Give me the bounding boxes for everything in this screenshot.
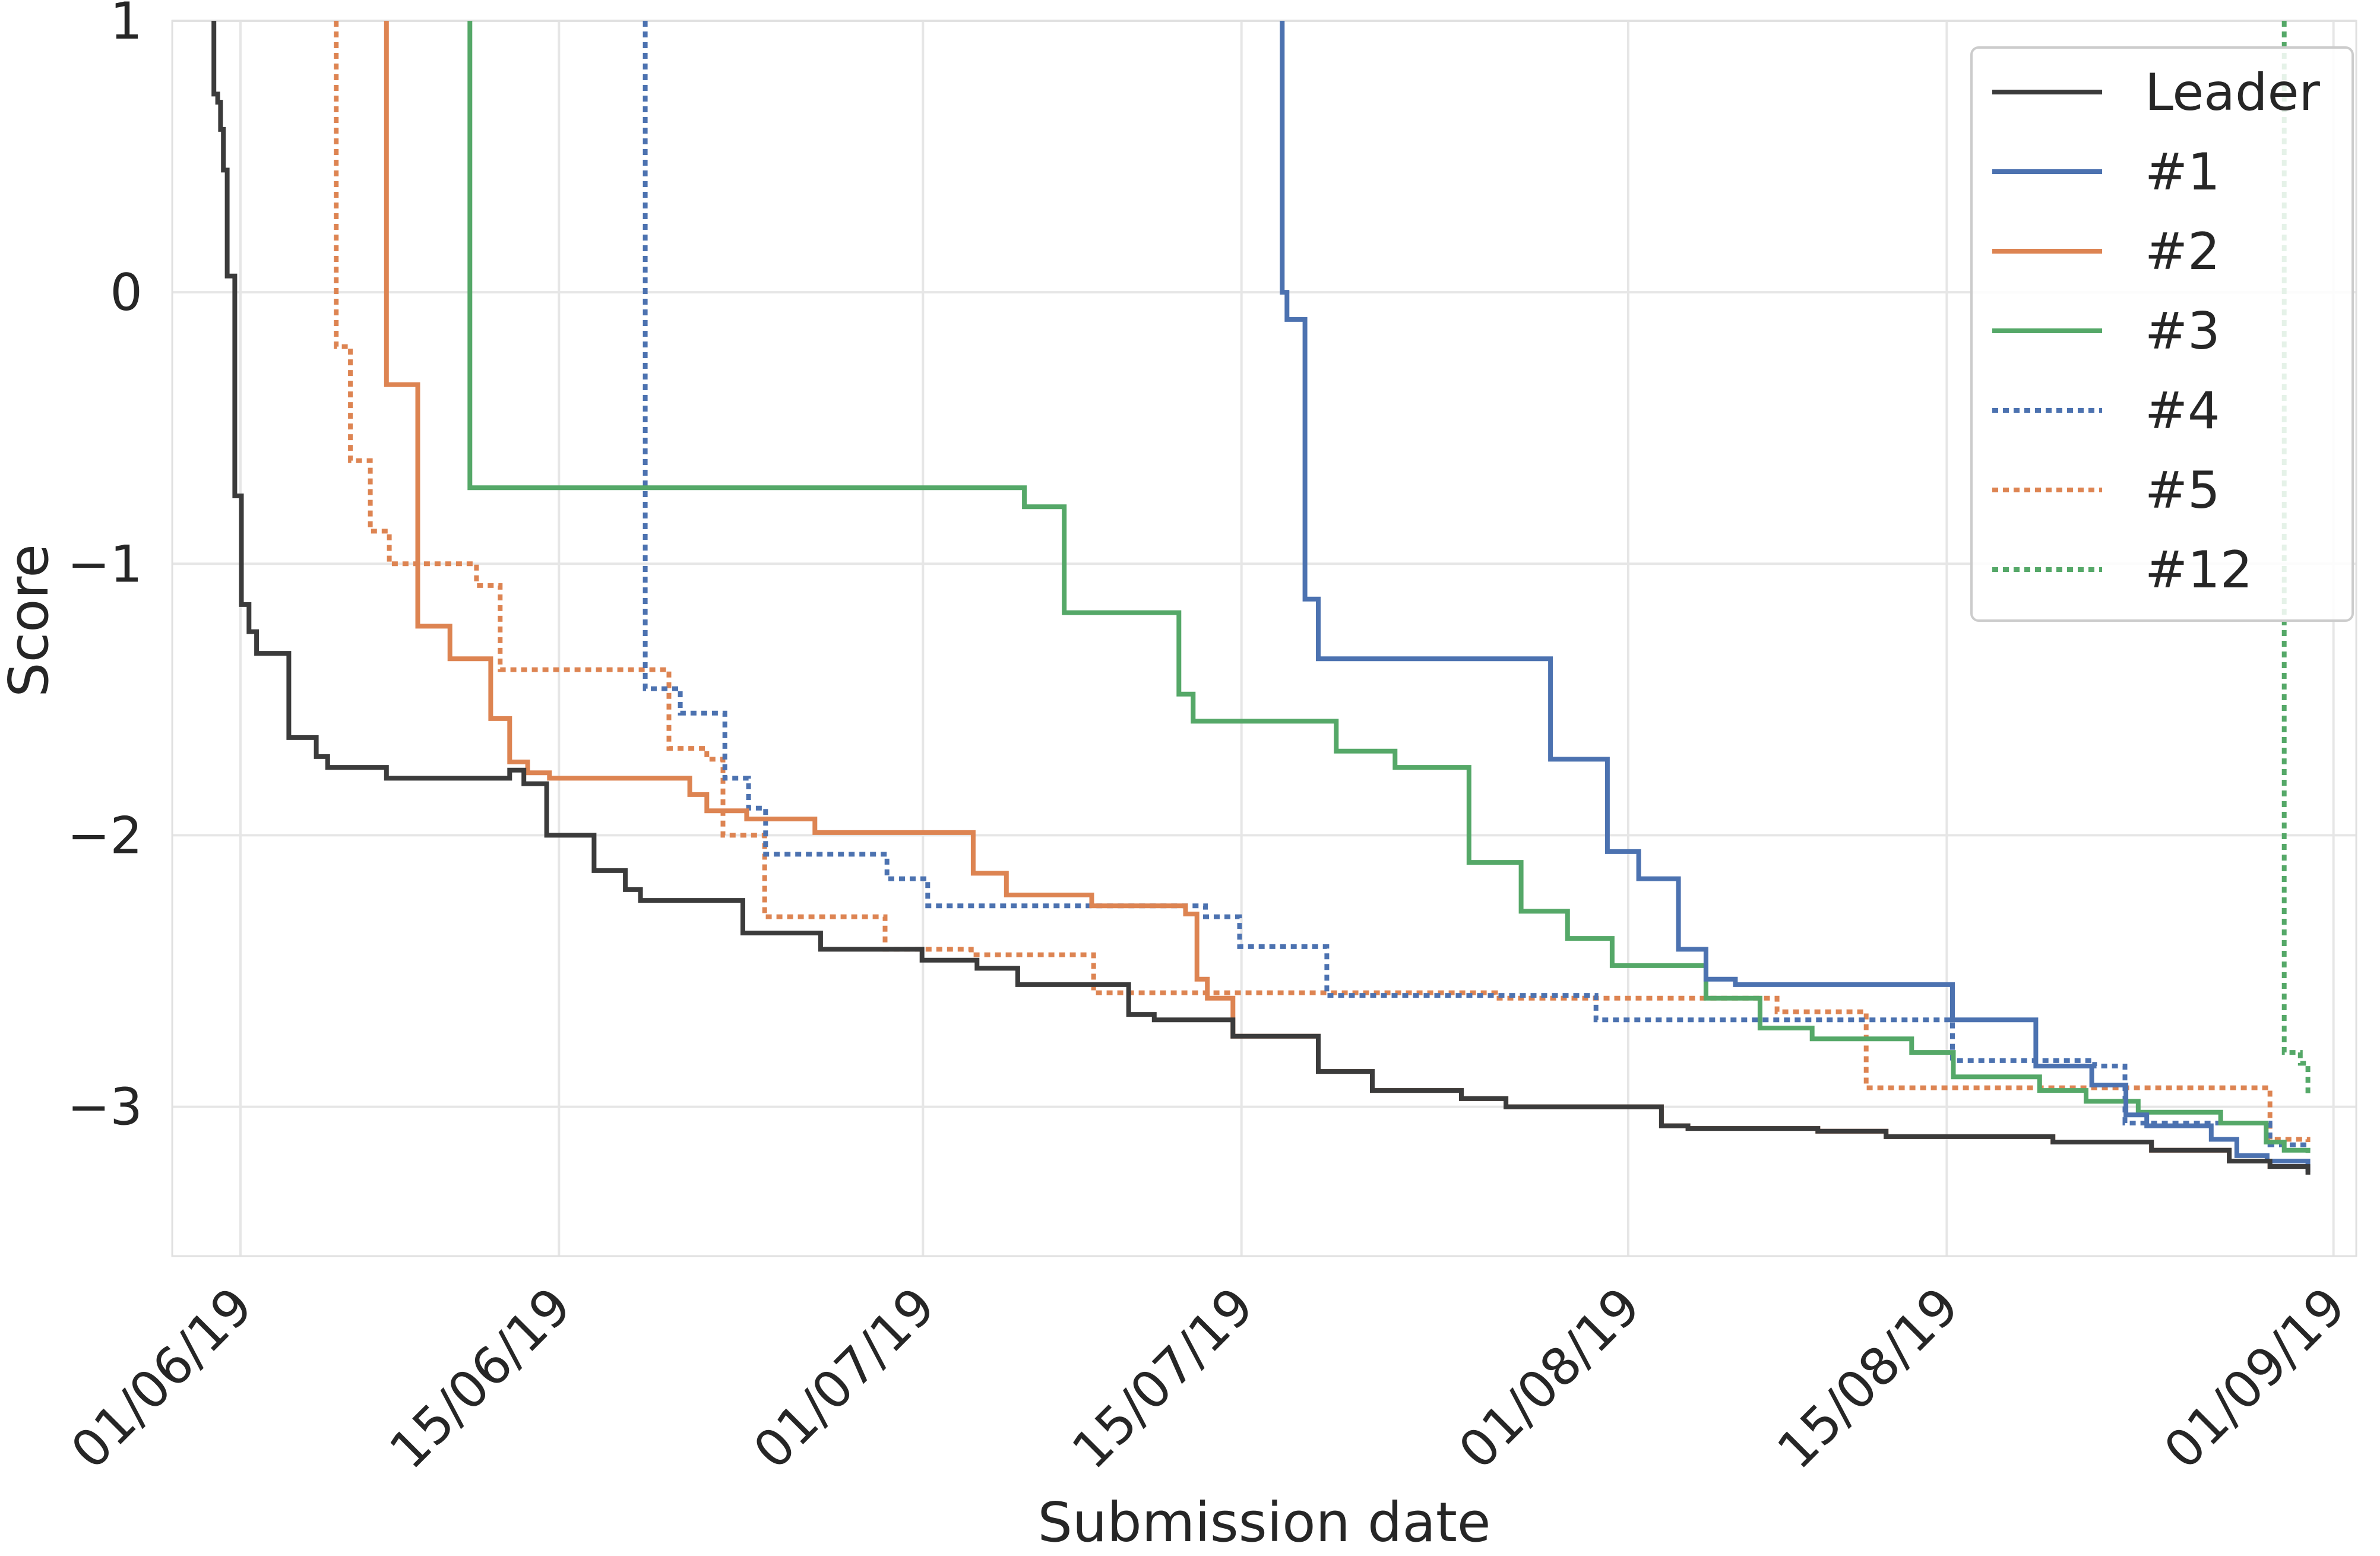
x-tick-label: 01/08/19 — [1448, 1276, 1652, 1481]
legend-label: #4 — [2145, 381, 2220, 441]
series-line-leader — [211, 21, 2311, 1175]
x-tick-labels: 01/06/19 15/06/19 01/07/19 15/07/19 01/08/19… — [60, 1276, 2357, 1481]
legend-box — [1970, 46, 2354, 622]
y-tick-label: −1 — [67, 535, 143, 594]
legend-label: #1 — [2145, 143, 2220, 202]
legend-items: Leader #1 #2 #3 #4 #5 #12 — [1992, 63, 2321, 600]
y-tick-label: −3 — [67, 1078, 143, 1137]
x-tick-label: 01/07/19 — [742, 1276, 947, 1481]
x-tick-label: 01/09/19 — [2153, 1276, 2357, 1481]
series-line-n1 — [1280, 21, 2311, 1172]
series-layer — [211, 21, 2311, 1175]
legend-label: #3 — [2145, 302, 2220, 361]
y-axis-title: Score — [0, 544, 61, 697]
series-line-n3 — [467, 21, 2311, 1153]
x-tick-label: 15/06/19 — [378, 1276, 583, 1481]
y-tick-label: 0 — [110, 263, 143, 322]
legend-label: #2 — [2145, 222, 2220, 282]
legend-label: Leader — [2145, 63, 2321, 122]
legend: Leader #1 #2 #3 #4 #5 #12 — [1970, 46, 2354, 622]
x-axis-title: Submission date — [1038, 1491, 1491, 1554]
plot-frame — [171, 20, 2357, 1257]
x-tick-label: 15/08/19 — [1766, 1276, 1970, 1481]
legend-label: #12 — [2145, 540, 2253, 600]
series-line-n12 — [2281, 21, 2311, 1093]
series-line-n5 — [334, 21, 2311, 1142]
x-tick-label: 15/07/19 — [1061, 1276, 1265, 1481]
y-tick-labels: 1 0 −1 −2 −3 — [67, 0, 143, 1137]
legend-label: #5 — [2145, 461, 2220, 520]
x-tick-label: 01/06/19 — [60, 1276, 264, 1481]
y-tick-label: −2 — [67, 806, 143, 865]
y-tick-label: 1 — [110, 0, 143, 51]
